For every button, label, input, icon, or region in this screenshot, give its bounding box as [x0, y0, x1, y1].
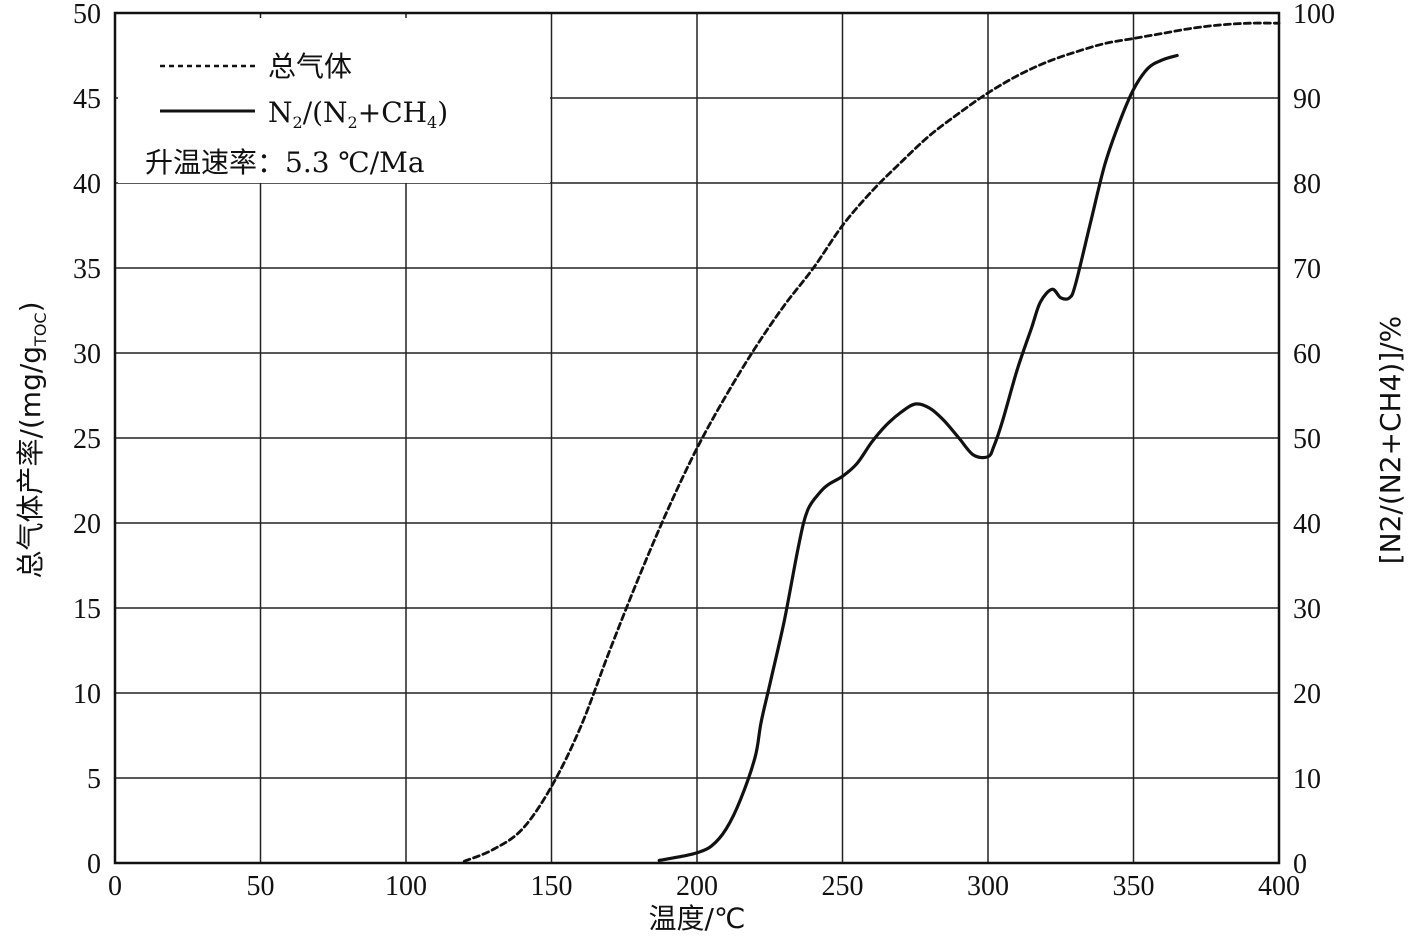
legend-label-n2-ratio: N2/(N2+CH4)	[268, 96, 448, 132]
y-left-axis-title: 总气体产率/(mg/gTOC)	[14, 301, 50, 578]
x-tick-label: 150	[531, 871, 573, 902]
y-right-tick-label: 60	[1293, 339, 1321, 370]
x-tick-label: 250	[822, 871, 864, 902]
legend-background	[118, 18, 550, 183]
y-right-tick-label: 20	[1293, 679, 1321, 710]
legend-annotation-heating-rate: 升温速率：5.3 ℃/Ma	[145, 146, 425, 179]
plot-frame	[113, 11, 1281, 865]
y-right-axis-title: [N2/(N2+CH4)]/%	[1374, 316, 1407, 565]
y-left-tick-label: 25	[73, 424, 101, 455]
series-layer	[462, 21, 1281, 863]
y-right-tick-label: 30	[1293, 594, 1321, 625]
y-left-tick-label: 35	[73, 254, 101, 285]
y-left-tick-label: 20	[73, 509, 101, 540]
y-left-tick-label: 10	[73, 679, 101, 710]
y-left-tick-label: 50	[73, 0, 101, 30]
y-right-tick-label: 10	[1293, 764, 1321, 795]
series-line-n2-ratio	[657, 53, 1179, 863]
y-left-tick-label: 5	[87, 764, 101, 795]
y-left-tick-label: 15	[73, 594, 101, 625]
y-right-tick-label: 40	[1293, 509, 1321, 540]
y-right-tick-label: 90	[1293, 84, 1321, 115]
x-tick-label: 350	[1113, 871, 1155, 902]
y-left-tick-label: 0	[87, 849, 101, 880]
y-right-tick-label: 80	[1293, 169, 1321, 200]
x-tick-label: 300	[967, 871, 1009, 902]
x-tick-label: 50	[247, 871, 275, 902]
x-axis-title: 温度/℃	[649, 902, 746, 935]
grid	[115, 13, 1279, 863]
x-tick-label: 200	[676, 871, 718, 902]
tick-labels: 0 50 100 150 200 250 300 350 4000510152025303540…	[73, 0, 1335, 902]
legend: 总气体 N2/(N2+CH4) 升温速率：5.3 ℃/Ma	[118, 18, 550, 183]
series-line-total-gas	[462, 21, 1281, 863]
y-left-tick-label: 45	[73, 84, 101, 115]
y-right-tick-label: 0	[1293, 849, 1307, 880]
y-right-tick-label: 70	[1293, 254, 1321, 285]
x-tick-label: 100	[385, 871, 427, 902]
x-tick-label: 400	[1258, 871, 1300, 902]
y-right-tick-label: 100	[1293, 0, 1335, 30]
legend-label-total-gas: 总气体	[268, 50, 352, 83]
y-right-tick-label: 50	[1293, 424, 1321, 455]
y-left-tick-label: 30	[73, 339, 101, 370]
x-tick-label: 0	[108, 871, 122, 902]
y-left-tick-label: 40	[73, 169, 101, 200]
